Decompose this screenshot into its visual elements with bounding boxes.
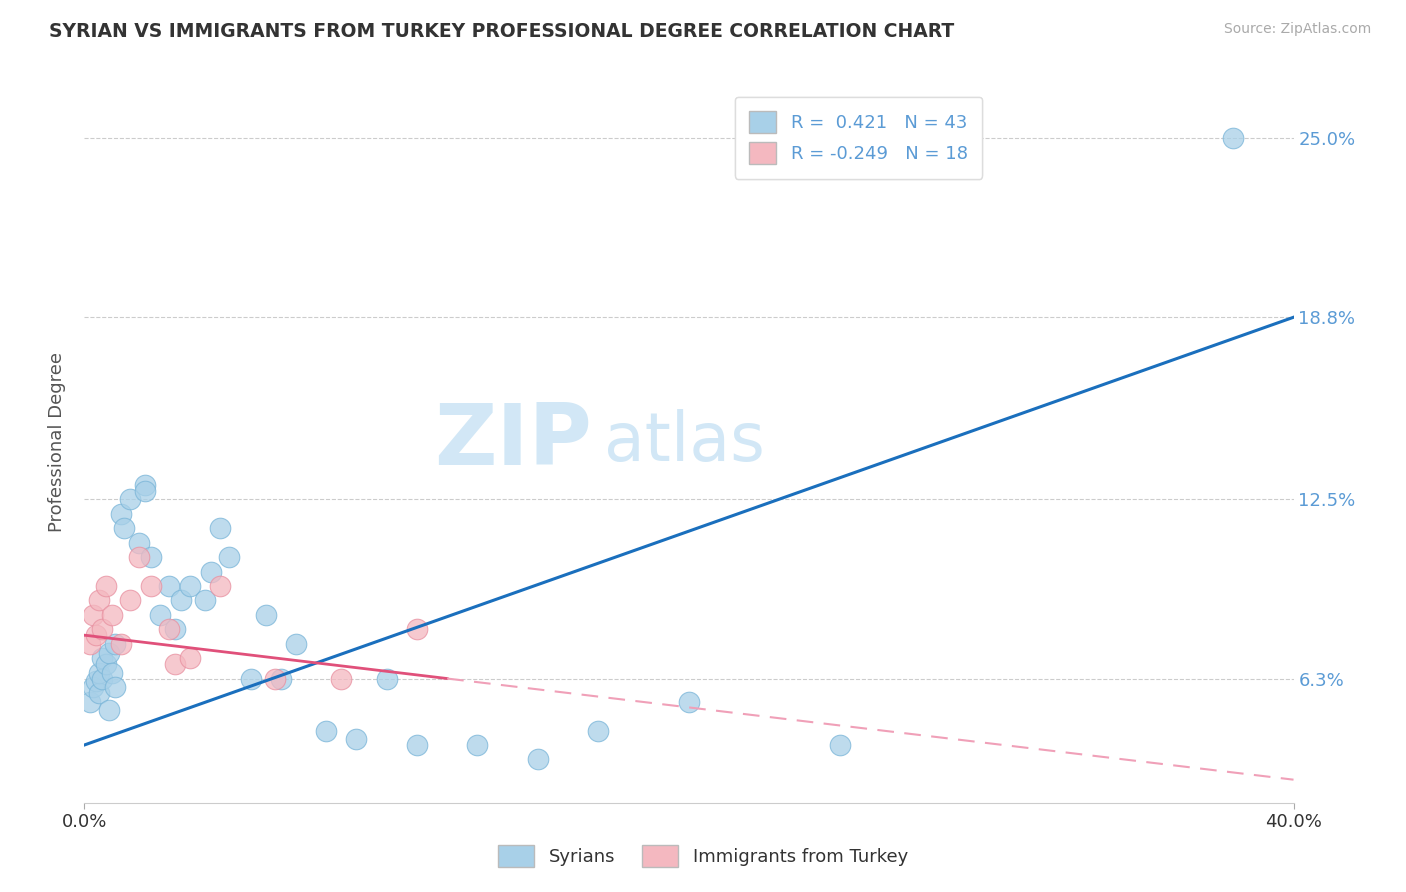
Point	[1222, 131, 1244, 145]
Point	[157, 623, 180, 637]
Point	[330, 672, 353, 686]
Point	[104, 680, 127, 694]
Point	[91, 623, 114, 637]
Point	[588, 723, 610, 738]
Point	[527, 752, 550, 766]
Point	[134, 478, 156, 492]
Point	[79, 695, 101, 709]
Point	[86, 674, 108, 689]
Point	[285, 637, 308, 651]
Point	[830, 738, 852, 752]
Point	[110, 507, 132, 521]
Point	[139, 550, 162, 565]
Point	[110, 637, 132, 651]
Point	[678, 695, 700, 709]
Point	[128, 550, 150, 565]
Point	[346, 732, 368, 747]
Point	[82, 680, 104, 694]
Point	[263, 672, 285, 686]
Point	[139, 579, 162, 593]
Point	[209, 521, 232, 535]
Point	[118, 492, 141, 507]
Point	[94, 579, 117, 593]
Point	[467, 738, 489, 752]
Point	[128, 535, 150, 549]
Point	[209, 579, 232, 593]
Point	[82, 607, 104, 622]
Point	[104, 637, 127, 651]
Point	[97, 703, 120, 717]
Point	[118, 593, 141, 607]
Y-axis label: Professional Degree: Professional Degree	[48, 351, 66, 532]
Text: atlas: atlas	[605, 409, 765, 475]
Text: ZIP: ZIP	[434, 400, 592, 483]
Point	[91, 672, 114, 686]
Point	[170, 593, 193, 607]
Point	[179, 579, 201, 593]
Point	[112, 521, 135, 535]
Point	[79, 637, 101, 651]
Point	[94, 657, 117, 671]
Legend: Syrians, Immigrants from Turkey: Syrians, Immigrants from Turkey	[491, 838, 915, 874]
Point	[406, 738, 429, 752]
Point	[100, 607, 122, 622]
Point	[239, 672, 262, 686]
Point	[165, 657, 187, 671]
Point	[254, 607, 277, 622]
Legend: R =  0.421   N = 43, R = -0.249   N = 18: R = 0.421 N = 43, R = -0.249 N = 18	[735, 96, 983, 178]
Point	[165, 623, 187, 637]
Point	[134, 483, 156, 498]
Point	[89, 686, 111, 700]
Point	[97, 646, 120, 660]
Text: SYRIAN VS IMMIGRANTS FROM TURKEY PROFESSIONAL DEGREE CORRELATION CHART: SYRIAN VS IMMIGRANTS FROM TURKEY PROFESS…	[49, 22, 955, 41]
Point	[89, 593, 111, 607]
Point	[149, 607, 172, 622]
Point	[375, 672, 398, 686]
Point	[179, 651, 201, 665]
Point	[315, 723, 337, 738]
Point	[200, 565, 222, 579]
Point	[86, 628, 108, 642]
Point	[218, 550, 240, 565]
Point	[270, 672, 292, 686]
Point	[406, 623, 429, 637]
Text: Source: ZipAtlas.com: Source: ZipAtlas.com	[1223, 22, 1371, 37]
Point	[157, 579, 180, 593]
Point	[89, 665, 111, 680]
Point	[91, 651, 114, 665]
Point	[100, 665, 122, 680]
Point	[194, 593, 217, 607]
